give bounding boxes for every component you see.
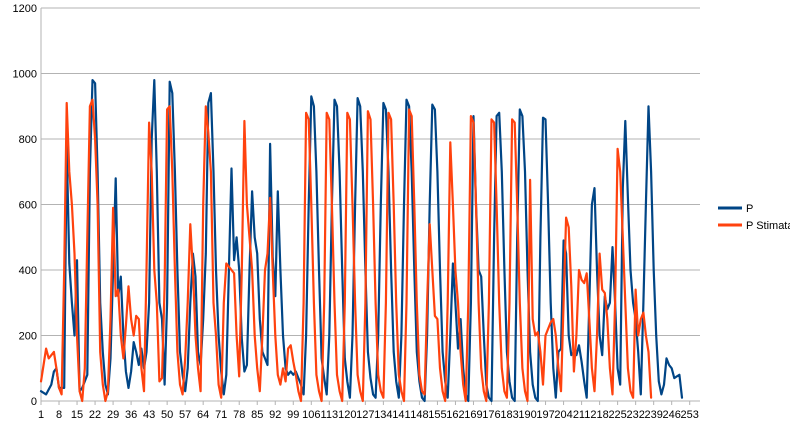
x-tick-label: 225 (608, 409, 626, 421)
x-tick-label: 8 (56, 409, 62, 421)
x-tick-label: 78 (233, 409, 245, 421)
x-tick-label: 155 (428, 409, 446, 421)
y-tick-label: 1000 (13, 69, 37, 81)
series-lines (39, 78, 684, 403)
x-tick-label: 197 (536, 409, 554, 421)
x-tick-label: 176 (482, 409, 500, 421)
x-tick-label: 15 (71, 409, 83, 421)
axes: 0 200 400 600 800 1000 1200 1 8 15 22 29 36 43 50 57 64 7… (13, 3, 699, 421)
x-tick-label: 239 (644, 409, 662, 421)
y-tick-label: 0 (31, 396, 37, 408)
x-tick-label: 134 (374, 409, 392, 421)
x-tick-label: 218 (590, 409, 608, 421)
x-tick-label: 204 (554, 409, 572, 421)
x-tick-label: 1 (38, 409, 44, 421)
x-tick-label: 232 (626, 409, 644, 421)
x-tick-label: 43 (143, 409, 155, 421)
series-line-p (39, 78, 684, 403)
x-tick-label: 64 (197, 409, 209, 421)
x-tick-label: 141 (392, 409, 410, 421)
x-tick-label: 169 (464, 409, 482, 421)
y-tick-label: 1200 (13, 3, 37, 15)
x-tick-label: 106 (302, 409, 320, 421)
x-tick-label: 120 (338, 409, 356, 421)
x-tick-label: 183 (500, 409, 518, 421)
y-tick-label: 200 (19, 331, 37, 343)
y-tick-label: 400 (19, 265, 37, 277)
y-tick-label: 800 (19, 134, 37, 146)
x-tick-label: 22 (89, 409, 101, 421)
x-tick-label: 36 (125, 409, 137, 421)
x-tick-label: 85 (251, 409, 263, 421)
y-tick-label: 600 (19, 200, 37, 212)
x-tick-label: 57 (179, 409, 191, 421)
x-tick-label: 253 (681, 409, 699, 421)
series-line-p-stimata (39, 98, 653, 403)
x-tick-label: 246 (663, 409, 681, 421)
x-tick-label: 92 (269, 409, 281, 421)
x-tick-label: 71 (215, 409, 227, 421)
x-tick-label: 50 (161, 409, 173, 421)
x-tick-label: 162 (446, 409, 464, 421)
x-tick-label: 148 (410, 409, 428, 421)
legend-entry-label: P (746, 203, 753, 215)
legend-entry-label: P Stimata (746, 220, 790, 232)
x-tick-label: 29 (107, 409, 119, 421)
x-tick-label: 113 (321, 409, 339, 421)
legend: P P Stimata (718, 203, 790, 232)
x-tick-label: 99 (287, 409, 299, 421)
x-tick-label: 190 (518, 409, 536, 421)
x-tick-label: 211 (573, 409, 591, 421)
x-tick-label: 127 (356, 409, 374, 421)
